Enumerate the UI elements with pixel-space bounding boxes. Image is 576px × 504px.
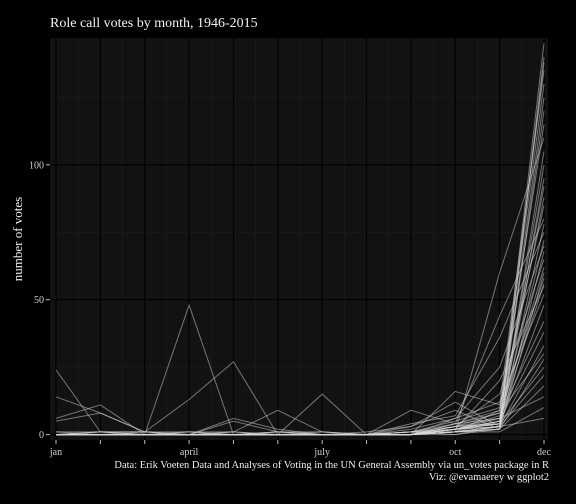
chart-title: Role call votes by month, 1946-2015: [50, 16, 258, 31]
x-tick-label: july: [313, 447, 330, 458]
y-tick-label: 100: [29, 160, 44, 171]
x-tick-label: april: [180, 447, 199, 458]
x-tick-label: jan: [49, 447, 62, 458]
x-tick-label: oct: [449, 447, 461, 458]
caption-data-source: Data: Erik Voeten Data and Analyses of V…: [114, 460, 549, 471]
y-tick-label: 50: [34, 295, 44, 306]
x-tick-label: dec: [537, 447, 551, 458]
caption-viz-credit: Viz: @evamaerey w ggplot2: [428, 472, 549, 483]
plot-panel: [50, 38, 548, 440]
caption: Data: Erik Voeten Data and Analyses of V…: [114, 460, 549, 484]
y-tick-label: 0: [39, 430, 44, 441]
series-line-40: [56, 283, 545, 436]
y-axis-title: number of votes: [10, 197, 25, 281]
